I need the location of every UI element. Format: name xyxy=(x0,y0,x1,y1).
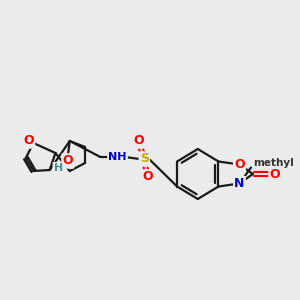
Text: O: O xyxy=(62,154,73,167)
Text: methyl: methyl xyxy=(257,164,262,166)
Text: methyl: methyl xyxy=(253,158,294,167)
Text: H: H xyxy=(54,163,63,173)
Text: NH: NH xyxy=(108,152,127,162)
Text: O: O xyxy=(143,170,153,184)
Text: O: O xyxy=(234,158,245,171)
Text: O: O xyxy=(133,134,144,148)
Text: O: O xyxy=(23,134,34,148)
Text: S: S xyxy=(140,152,149,166)
Text: N: N xyxy=(234,177,245,190)
Text: O: O xyxy=(269,167,280,181)
